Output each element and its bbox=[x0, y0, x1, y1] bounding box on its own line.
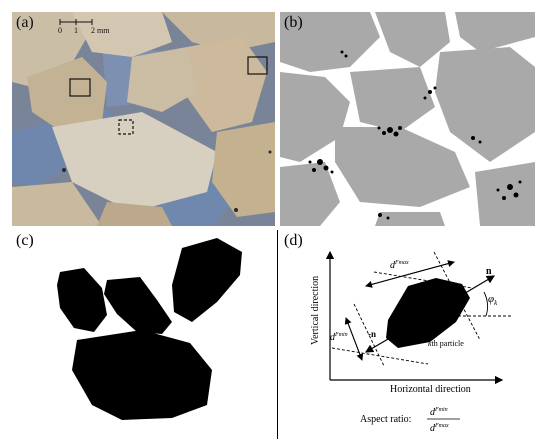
panel-b-segmented: (b) bbox=[280, 12, 535, 226]
neg-n-label: -n bbox=[368, 329, 376, 339]
horizontal-axis-label: Horizontal direction bbox=[390, 384, 471, 395]
normal-vector-neg-n bbox=[364, 331, 401, 353]
normal-vector-n bbox=[449, 275, 496, 303]
angle-arc bbox=[483, 291, 489, 317]
kth-particle-label: kth particle bbox=[428, 339, 464, 348]
particle-1 bbox=[57, 268, 107, 332]
scale-tick-0: 0 bbox=[58, 26, 62, 35]
vertical-axis-label: Vertical direction bbox=[310, 276, 321, 345]
aspect-ratio-diagram: Vertical direction Horizontal direction … bbox=[310, 250, 512, 434]
phi-label: φk bbox=[488, 293, 498, 307]
particle-4 bbox=[72, 330, 212, 420]
sand-micrograph: 0 1 2 mm bbox=[12, 12, 275, 226]
panel-label-a: (a) bbox=[16, 14, 34, 31]
scale-bar: 0 1 2 mm bbox=[58, 19, 110, 35]
scale-tick-1: 1 bbox=[74, 26, 78, 35]
aspect-ratio-fraction: dFmin dFmax bbox=[427, 407, 460, 434]
particle-silhouettes bbox=[57, 238, 242, 420]
panel-label-c: (c) bbox=[16, 232, 34, 249]
kth-particle-shape bbox=[386, 278, 470, 348]
svg-text:dFmin: dFmin bbox=[430, 407, 448, 418]
region-box-dashed bbox=[118, 119, 134, 135]
region-box-2 bbox=[247, 56, 268, 75]
region-box-1 bbox=[69, 78, 91, 97]
panel-a-photo: 0 1 2 mm (a) bbox=[12, 12, 275, 226]
n-label: n bbox=[486, 266, 492, 277]
particle-3 bbox=[172, 238, 242, 322]
panel-label-b: (b) bbox=[284, 14, 303, 31]
dfmin-label: dFmin bbox=[330, 332, 348, 343]
particle-2 bbox=[104, 277, 172, 334]
panel-label-d: (d) bbox=[284, 232, 303, 249]
aspect-ratio-label: Aspect ratio: bbox=[360, 414, 411, 425]
scale-tick-2: 2 mm bbox=[91, 26, 110, 35]
segmented-image bbox=[280, 12, 535, 226]
panel-divider bbox=[277, 230, 278, 439]
dfmax-label: dFmax bbox=[390, 260, 409, 271]
svg-text:dFmax: dFmax bbox=[430, 423, 449, 434]
panel-d-diagram: Vertical direction Horizontal direction … bbox=[280, 230, 540, 439]
panel-c-particles: (c) bbox=[12, 230, 275, 439]
